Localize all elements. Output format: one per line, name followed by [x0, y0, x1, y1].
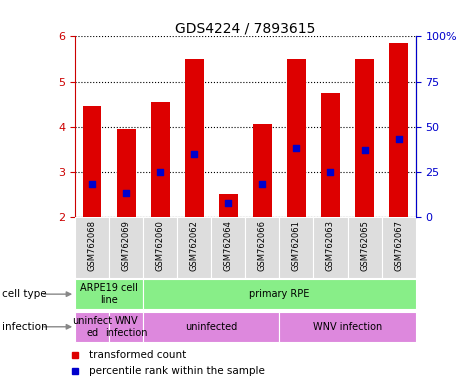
Text: GSM762064: GSM762064	[224, 220, 233, 271]
Point	[123, 190, 130, 197]
Text: GSM762069: GSM762069	[122, 220, 131, 271]
Bar	[279, 312, 416, 342]
Point	[225, 199, 232, 205]
Bar	[143, 279, 416, 309]
Text: GSM762067: GSM762067	[394, 220, 403, 271]
Bar	[287, 59, 306, 217]
Bar	[75, 217, 109, 278]
Bar	[321, 93, 340, 217]
Text: WNV
infection: WNV infection	[105, 316, 147, 338]
Text: GSM762066: GSM762066	[258, 220, 267, 271]
Bar	[389, 43, 408, 217]
Bar	[151, 102, 170, 217]
Point	[395, 136, 402, 142]
Point	[88, 181, 96, 187]
Title: GDS4224 / 7893615: GDS4224 / 7893615	[175, 22, 315, 35]
Bar	[211, 217, 245, 278]
Bar	[381, 217, 416, 278]
Bar	[245, 217, 279, 278]
Point	[156, 169, 164, 175]
Text: percentile rank within the sample: percentile rank within the sample	[89, 366, 265, 376]
Text: GSM762065: GSM762065	[360, 220, 369, 271]
Point	[258, 181, 266, 187]
Text: infection: infection	[2, 322, 48, 332]
Bar	[117, 129, 135, 217]
Bar	[185, 59, 204, 217]
Bar	[75, 312, 109, 342]
Text: primary RPE: primary RPE	[249, 289, 310, 299]
Bar	[279, 217, 314, 278]
Bar	[143, 312, 279, 342]
Text: WNV infection: WNV infection	[313, 322, 382, 332]
Text: GSM762060: GSM762060	[156, 220, 165, 271]
Point	[327, 169, 334, 175]
Text: GSM762068: GSM762068	[87, 220, 96, 271]
Text: transformed count: transformed count	[89, 350, 186, 360]
Bar	[219, 194, 238, 217]
Bar	[83, 106, 102, 217]
Text: GSM762062: GSM762062	[190, 220, 199, 271]
Text: cell type: cell type	[2, 289, 47, 299]
Text: uninfected: uninfected	[185, 322, 238, 332]
Bar	[314, 217, 348, 278]
Text: ARPE19 cell
line: ARPE19 cell line	[80, 283, 138, 305]
Bar	[109, 312, 143, 342]
Text: GSM762061: GSM762061	[292, 220, 301, 271]
Bar	[143, 217, 177, 278]
Bar	[109, 217, 143, 278]
Text: uninfect
ed: uninfect ed	[72, 316, 112, 338]
Bar	[75, 279, 143, 309]
Bar	[253, 124, 272, 217]
Bar	[177, 217, 211, 278]
Bar	[355, 59, 374, 217]
Bar	[348, 217, 381, 278]
Text: GSM762063: GSM762063	[326, 220, 335, 271]
Point	[361, 147, 368, 153]
Point	[190, 151, 198, 157]
Point	[293, 145, 300, 151]
